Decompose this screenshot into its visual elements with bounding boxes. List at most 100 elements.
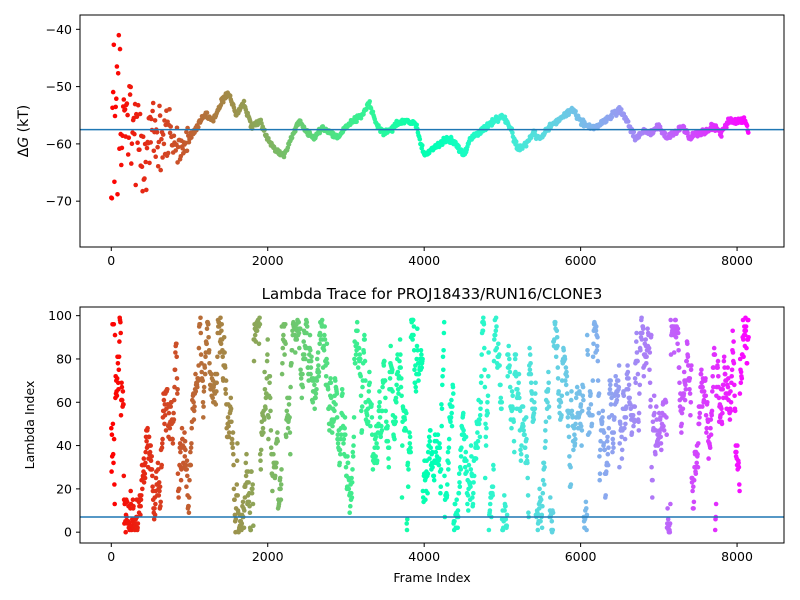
delta-g-point <box>414 122 420 128</box>
lambda-point <box>423 497 428 503</box>
lambda-point <box>572 441 578 446</box>
lambda-point <box>513 352 519 357</box>
lambda-point <box>625 369 631 375</box>
lambda-point <box>720 410 725 416</box>
lambda-point <box>728 408 734 414</box>
lambda-point <box>567 454 572 459</box>
lambda-point <box>335 441 341 446</box>
lambda-point <box>364 413 370 418</box>
lambda-point <box>109 432 115 438</box>
lambda-point <box>566 410 571 416</box>
delta-g-panel: 0 2000 4000 6000 8000 −70 −60 −50 −40 ΔG (kT) <box>16 14 785 268</box>
lambda-point <box>688 400 694 405</box>
delta-g-ticks: 0 2000 4000 6000 8000 −70 −60 −50 −40 <box>46 22 753 268</box>
lambda-point <box>737 488 742 494</box>
lambda-point <box>626 382 632 388</box>
lambda-point <box>156 493 162 498</box>
lambda-point <box>416 378 421 383</box>
lambda-point <box>741 337 746 342</box>
lambda-point <box>574 384 580 390</box>
lambda-point <box>706 456 711 461</box>
lambda-point <box>411 324 417 329</box>
lambda-point <box>270 488 275 494</box>
lambda-point <box>362 358 368 364</box>
lambda-point <box>685 341 690 347</box>
lambda-point <box>188 449 193 455</box>
lambda-point <box>197 322 203 327</box>
lambda-point <box>235 441 240 446</box>
lambda-point <box>405 516 410 522</box>
lambda-point <box>667 521 673 526</box>
lambda-point <box>652 410 657 416</box>
delta-g-point <box>117 46 123 52</box>
lambda-point <box>452 519 457 524</box>
lambda-point <box>610 436 616 442</box>
lambda-point <box>351 443 356 448</box>
lambda-point <box>543 428 548 433</box>
lambda-point <box>250 501 256 507</box>
lambda-point <box>310 400 316 405</box>
lambda-point <box>160 441 165 446</box>
lambda-point <box>335 432 341 438</box>
lambda-point <box>499 400 505 405</box>
delta-g-point <box>152 118 158 123</box>
lambda-point <box>176 495 181 500</box>
lambda-point <box>343 464 349 470</box>
lambda-point <box>538 497 544 503</box>
lambda-point <box>182 430 187 435</box>
lambda-point <box>349 490 354 496</box>
lambda-point <box>521 423 526 429</box>
lambda-point <box>174 341 179 347</box>
delta-g-point <box>204 110 210 115</box>
lambda-point <box>632 404 638 409</box>
lambda-point <box>266 415 272 420</box>
delta-g-point <box>143 159 148 165</box>
lambda-point <box>664 432 669 438</box>
lambda-point <box>111 322 117 327</box>
lambda-point <box>458 454 464 459</box>
lambda-point <box>482 384 488 390</box>
lambda-point <box>471 490 476 496</box>
lambda-point <box>196 378 201 383</box>
lambda-point <box>186 495 192 500</box>
lambda-point <box>708 425 713 431</box>
lambda-point <box>314 356 320 362</box>
lambda-point <box>602 447 607 453</box>
lambda-point <box>385 423 390 429</box>
delta-g-point <box>155 144 160 150</box>
lambda-point <box>715 358 721 364</box>
lambda-point <box>527 367 533 373</box>
lambda-point <box>265 337 271 342</box>
lambda-point <box>741 354 746 360</box>
lambda-point <box>731 361 737 366</box>
lambda-point <box>716 395 722 401</box>
lambda-point <box>631 423 636 429</box>
lambda-point <box>356 345 362 351</box>
lambda-point <box>230 430 236 435</box>
lambda-point <box>466 462 472 468</box>
lambda-point <box>214 371 220 377</box>
lambda-point <box>507 363 512 368</box>
lambda-point <box>278 497 284 503</box>
lambda-point <box>219 322 224 327</box>
lambda-point <box>118 413 124 418</box>
lambda-point <box>457 480 462 485</box>
lambda-point <box>590 413 595 418</box>
lambda-point <box>283 341 288 347</box>
lambda-point <box>468 443 474 448</box>
lambda-point <box>258 447 264 453</box>
lambda-point <box>351 415 357 420</box>
lambda-point <box>505 374 511 379</box>
lambda-point <box>369 415 375 420</box>
lambda-point <box>223 391 229 396</box>
lambda-point <box>483 443 489 448</box>
lambda-point <box>564 369 569 375</box>
lambda-point <box>244 451 249 457</box>
lambda-point <box>634 330 639 336</box>
lambda-point <box>673 317 678 323</box>
lambda-point <box>198 330 204 336</box>
lambda-point <box>543 419 549 425</box>
lambda-point <box>528 361 533 366</box>
lambda-point <box>608 402 614 407</box>
lambda-point <box>345 454 350 459</box>
